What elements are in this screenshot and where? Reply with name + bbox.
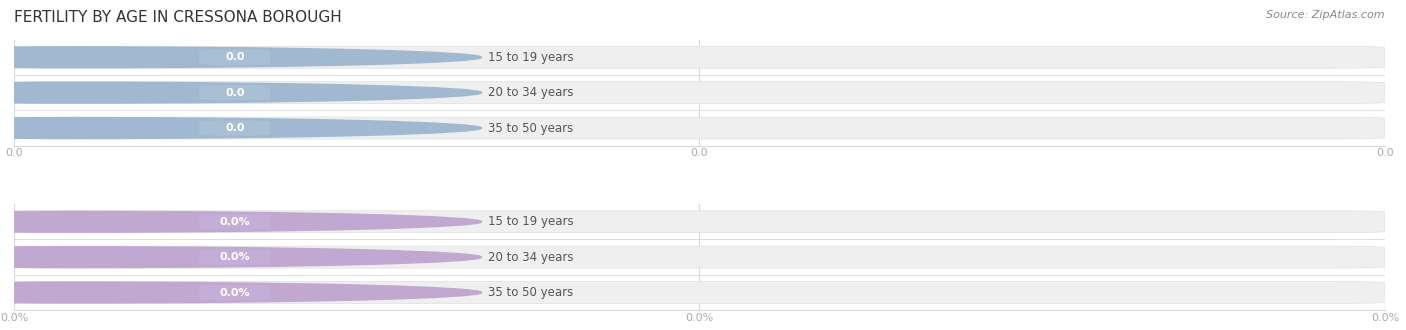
FancyBboxPatch shape (14, 82, 1385, 104)
Text: 20 to 34 years: 20 to 34 years (488, 251, 574, 264)
FancyBboxPatch shape (14, 46, 1385, 68)
Text: FERTILITY BY AGE IN CRESSONA BOROUGH: FERTILITY BY AGE IN CRESSONA BOROUGH (14, 10, 342, 25)
Text: 35 to 50 years: 35 to 50 years (488, 121, 574, 135)
FancyBboxPatch shape (200, 85, 270, 100)
Circle shape (0, 211, 481, 232)
FancyBboxPatch shape (200, 249, 270, 265)
Text: 0.0%: 0.0% (219, 252, 250, 262)
Circle shape (0, 282, 481, 303)
Text: 0.0: 0.0 (225, 52, 245, 62)
Text: 15 to 19 years: 15 to 19 years (488, 51, 574, 64)
FancyBboxPatch shape (14, 117, 1385, 139)
Text: 0.0%: 0.0% (219, 287, 250, 298)
Text: Source: ZipAtlas.com: Source: ZipAtlas.com (1267, 10, 1385, 20)
Circle shape (0, 82, 481, 103)
FancyBboxPatch shape (200, 120, 270, 136)
Circle shape (0, 47, 481, 68)
Text: 0.0: 0.0 (225, 88, 245, 98)
Text: 0.0%: 0.0% (219, 217, 250, 227)
Text: 15 to 19 years: 15 to 19 years (488, 215, 574, 228)
FancyBboxPatch shape (14, 211, 1385, 233)
Text: 0.0: 0.0 (225, 123, 245, 133)
Text: 20 to 34 years: 20 to 34 years (488, 86, 574, 99)
Text: 35 to 50 years: 35 to 50 years (488, 286, 574, 299)
FancyBboxPatch shape (200, 214, 270, 229)
FancyBboxPatch shape (14, 246, 1385, 268)
FancyBboxPatch shape (200, 50, 270, 65)
Circle shape (0, 247, 481, 268)
FancyBboxPatch shape (14, 281, 1385, 304)
FancyBboxPatch shape (200, 285, 270, 300)
Circle shape (0, 117, 481, 139)
